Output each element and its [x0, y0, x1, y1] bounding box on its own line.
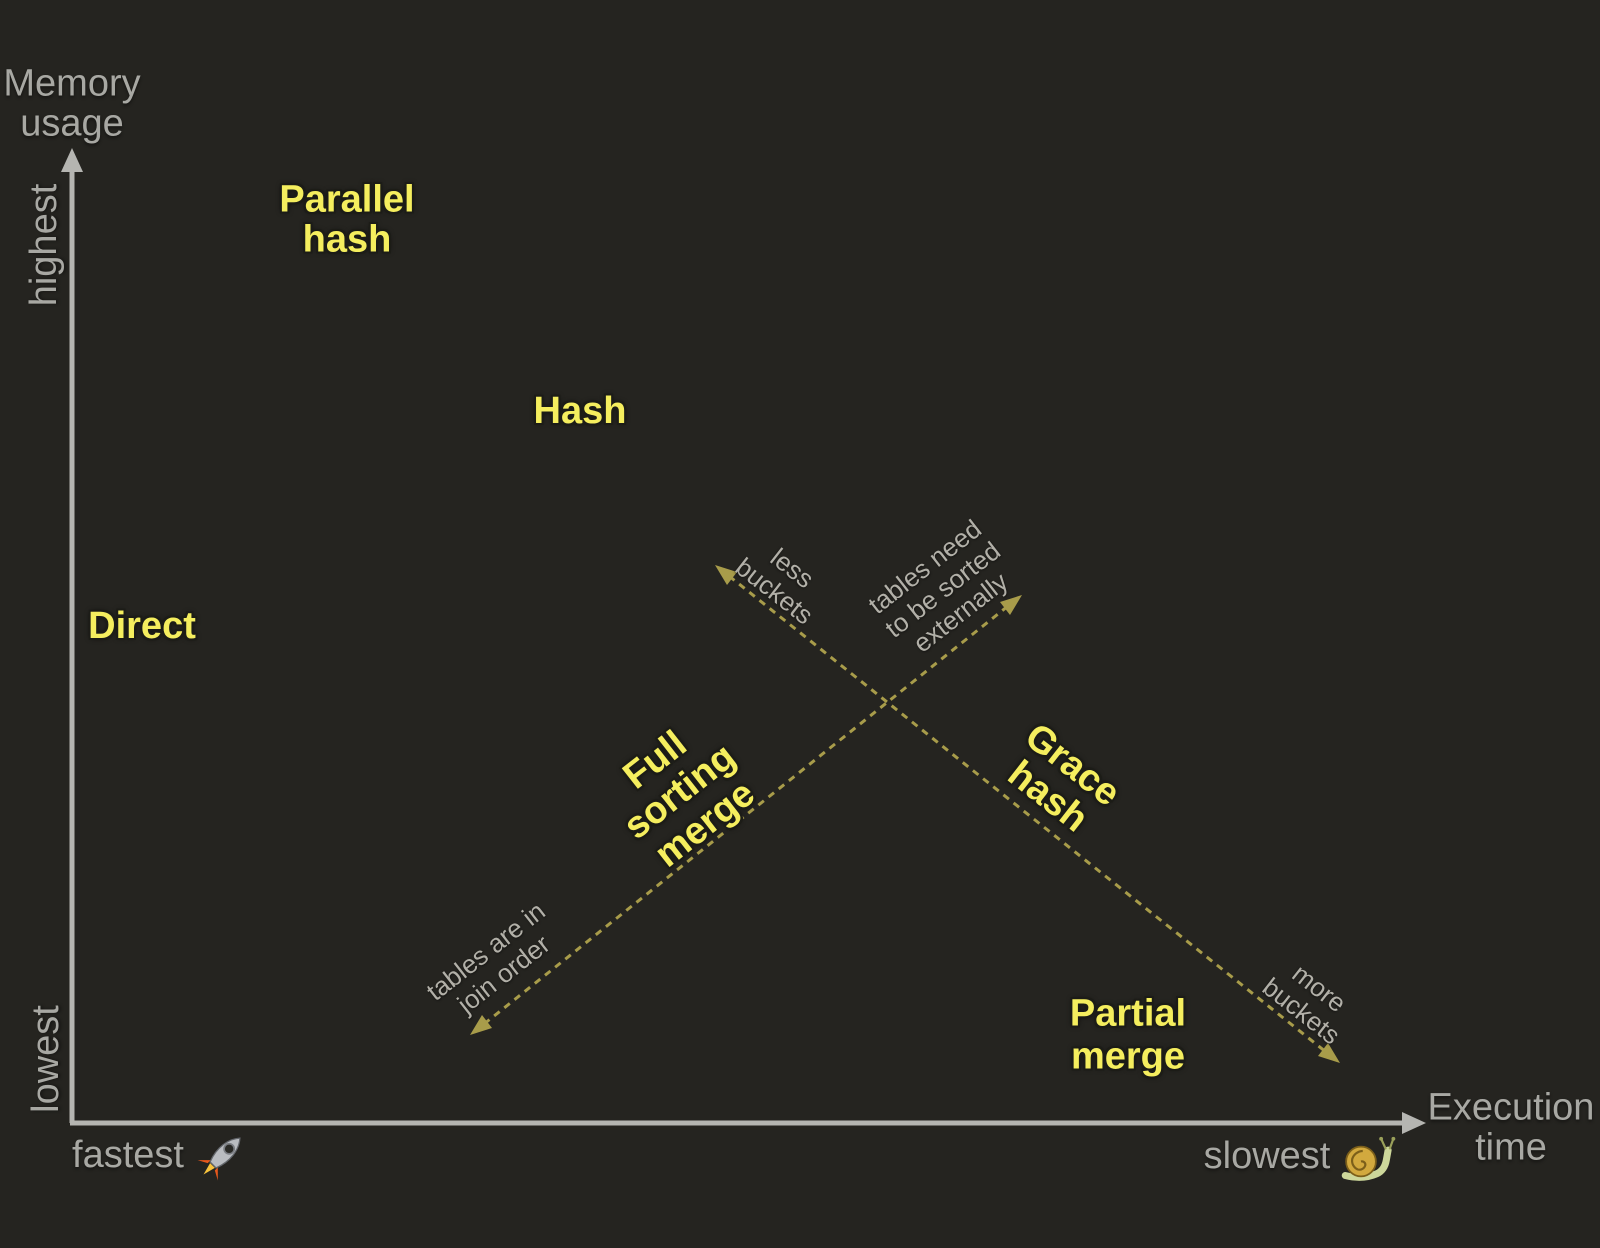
buckets-dashed-line: [728, 574, 1327, 1054]
y-axis-bottom-label: lowest: [24, 1005, 67, 1113]
sorted-externally-arrowhead: [1000, 595, 1022, 615]
method-hash: Hash: [533, 389, 627, 432]
join-order-arrowhead: [470, 1015, 492, 1035]
y-axis-title: Memory usage: [3, 62, 141, 145]
method-partial-merge: Partial merge: [1069, 992, 1187, 1077]
less-buckets-arrowhead: [715, 565, 737, 585]
x-axis-left-label: fastest: [72, 1133, 184, 1176]
x-axis-title: Execution time: [1427, 1086, 1595, 1169]
method-parallel-hash: Parallel hash: [279, 178, 415, 261]
more-buckets-arrowhead: [1318, 1043, 1340, 1063]
x-axis-arrowhead: [1402, 1112, 1426, 1134]
y-axis-arrowhead: [61, 148, 83, 172]
rocket-icon: [197, 1137, 241, 1181]
y-axis-top-label: highest: [22, 183, 65, 307]
snail-icon: [1341, 1136, 1396, 1181]
x-axis-right-label: slowest: [1203, 1134, 1331, 1177]
method-direct: Direct: [88, 604, 196, 647]
